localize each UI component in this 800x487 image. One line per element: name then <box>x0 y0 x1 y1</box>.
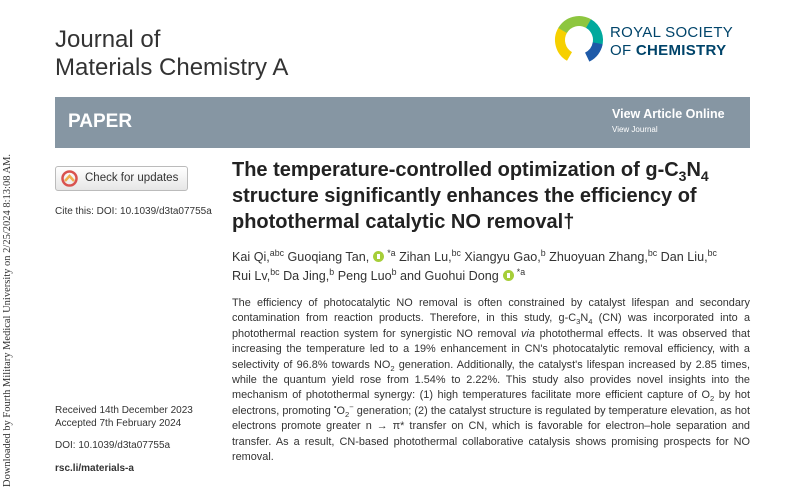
author: Zihan Lu,bc <box>399 247 461 264</box>
author: Kai Qi,abc <box>232 247 285 264</box>
text-segment: 2 <box>710 394 715 404</box>
rsc-logo-text: ROYAL SOCIETY OF CHEMISTRY <box>610 24 733 60</box>
check-icon <box>61 170 78 187</box>
affiliation: abc <box>269 247 285 258</box>
text-segment: by hot electrons, promoting <box>232 389 750 417</box>
text-segment: 2 <box>390 363 395 373</box>
author-name: and Guohui Dong <box>400 269 499 283</box>
author: Guoqiang Tan, *a <box>287 247 396 264</box>
author: Da Jing,b <box>283 266 335 283</box>
abstract: The efficiency of photocatalytic NO remo… <box>232 296 750 465</box>
text-segment: (CN) was incorporated into a phototherma… <box>232 312 750 340</box>
orcid-icon[interactable] <box>502 270 514 281</box>
text-segment: O <box>336 404 346 417</box>
author-name: Peng Luo <box>337 269 392 283</box>
text-segment: 3 <box>576 317 581 327</box>
author: and Guohui Dong *a <box>400 266 526 283</box>
text-segment: photothermal effects. It was observed th… <box>232 327 750 371</box>
author: Zhuoyuan Zhang,bc <box>549 247 658 264</box>
author: Rui Lv,bc <box>232 266 280 283</box>
affiliation: b <box>391 266 397 277</box>
check-updates-label: Check for updates <box>85 172 179 184</box>
affiliation: *a <box>387 247 396 258</box>
journal-url[interactable]: rsc.li/materials-a <box>55 463 134 474</box>
journal-name: Materials Chemistry A <box>55 54 289 81</box>
text-segment: − <box>349 402 354 412</box>
check-updates-button[interactable]: Check for updates <box>55 166 188 191</box>
logo-word: CHEMISTRY <box>635 42 727 59</box>
download-note: Downloaded by Fourth Military Medical Un… <box>2 153 13 487</box>
author: Peng Luob <box>337 266 397 283</box>
logo-line: OF CHEMISTRY <box>610 42 733 60</box>
text-segment: N <box>686 159 701 181</box>
citation: Cite this: DOI: 10.1039/d3ta07755a <box>55 206 212 217</box>
text-segment: N <box>580 312 589 325</box>
text-segment: 3 <box>678 168 687 184</box>
affiliation: b <box>329 266 335 277</box>
article-title: The temperature-controlled optimization … <box>232 157 757 235</box>
text-segment: 4 <box>700 168 709 184</box>
text-segment: generation. Additionally, the catalyst's… <box>232 358 750 402</box>
author-name: Kai Qi, <box>232 250 270 264</box>
text-segment: The efficiency of photocatalytic NO remo… <box>232 297 750 325</box>
author-name: Zihan Lu, <box>399 250 452 264</box>
affiliation: bc <box>451 247 461 258</box>
author-name: Xiangyu Gao, <box>464 250 541 264</box>
logo-line: ROYAL SOCIETY <box>610 24 734 41</box>
author-name: Zhuoyuan Zhang, <box>549 250 648 264</box>
affiliation: b <box>540 247 546 258</box>
text-segment: • <box>333 402 337 412</box>
article-type: PAPER <box>68 111 133 132</box>
text-segment: via <box>520 327 535 340</box>
text-segment: generation; (2) the catalyst structure i… <box>232 404 750 464</box>
rsc-logo-icon <box>555 15 603 64</box>
author-name: Guoqiang Tan, <box>287 250 370 264</box>
logo-word: OF <box>610 42 632 59</box>
view-article-link[interactable]: View Article Online <box>612 107 725 121</box>
affiliation: bc <box>647 247 658 258</box>
author-name: Da Jing, <box>283 269 330 283</box>
author: Xiangyu Gao,b <box>464 247 546 264</box>
banner: PAPER View Article Online View Journal <box>55 97 750 148</box>
journal-name: Journal of <box>55 26 161 53</box>
affiliation: bc <box>270 266 280 277</box>
accepted-date: Accepted 7th February 2024 <box>55 418 182 429</box>
authors: Kai Qi,abc Guoqiang Tan, *a Zihan Lu,bc X… <box>232 248 752 286</box>
author: Dan Liu,bc <box>660 247 717 264</box>
text-segment: The temperature-controlled optimization … <box>232 159 679 181</box>
received-date: Received 14th December 2023 <box>55 405 193 416</box>
affiliation: bc <box>707 247 717 258</box>
text-segment: 2 <box>345 410 350 420</box>
author-name: Dan Liu, <box>660 250 708 264</box>
text-segment: structure significantly enhances the eff… <box>232 185 697 233</box>
view-journal-link[interactable]: View Journal <box>612 125 658 134</box>
doi: DOI: 10.1039/d3ta07755a <box>55 440 171 451</box>
orcid-icon[interactable] <box>373 251 385 262</box>
text-segment: 4 <box>588 317 593 327</box>
affiliation: *a <box>516 266 526 277</box>
author-name: Rui Lv, <box>232 269 271 283</box>
